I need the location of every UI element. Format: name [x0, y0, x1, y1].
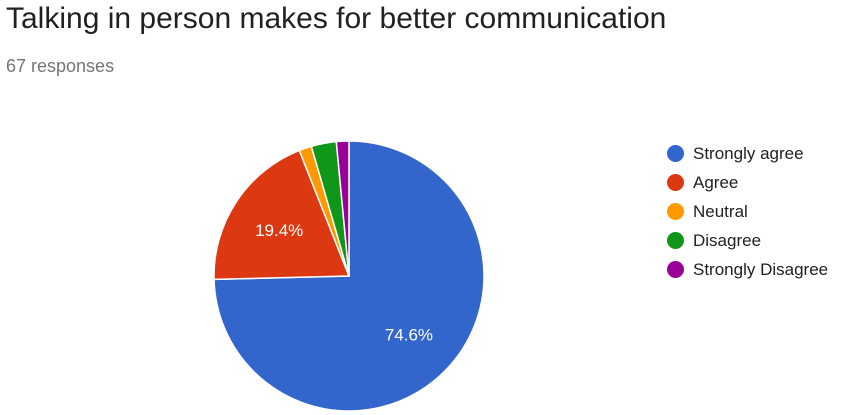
legend-swatch — [667, 261, 684, 278]
legend-item-neutral[interactable]: Neutral — [667, 197, 828, 226]
chart-title: Talking in person makes for better commu… — [6, 2, 667, 35]
legend-item-strongly-disagree[interactable]: Strongly Disagree — [667, 255, 828, 284]
legend-swatch — [667, 203, 684, 220]
legend-label: Agree — [693, 172, 739, 192]
legend-swatch — [667, 174, 684, 191]
legend-label: Neutral — [693, 201, 748, 221]
legend-item-disagree[interactable]: Disagree — [667, 226, 828, 255]
pie-slice-strongly-disagree[interactable] — [335, 140, 350, 277]
legend-swatch — [667, 145, 684, 162]
legend-item-strongly-agree[interactable]: Strongly agree — [667, 139, 828, 168]
pie-slice-agree[interactable] — [213, 149, 351, 281]
legend-swatch — [667, 232, 684, 249]
response-count: 67 responses — [6, 56, 115, 76]
slice-label-strongly-agree: 74.6% — [385, 325, 433, 344]
legend-item-agree[interactable]: Agree — [667, 168, 828, 197]
legend-label: Strongly Disagree — [693, 259, 829, 279]
slice-label-agree: 19.4% — [255, 221, 303, 240]
legend: Strongly agree Agree Neutral Disagree Strong… — [667, 139, 828, 284]
legend-label: Disagree — [693, 230, 762, 250]
legend-label: Strongly agree — [693, 143, 804, 163]
